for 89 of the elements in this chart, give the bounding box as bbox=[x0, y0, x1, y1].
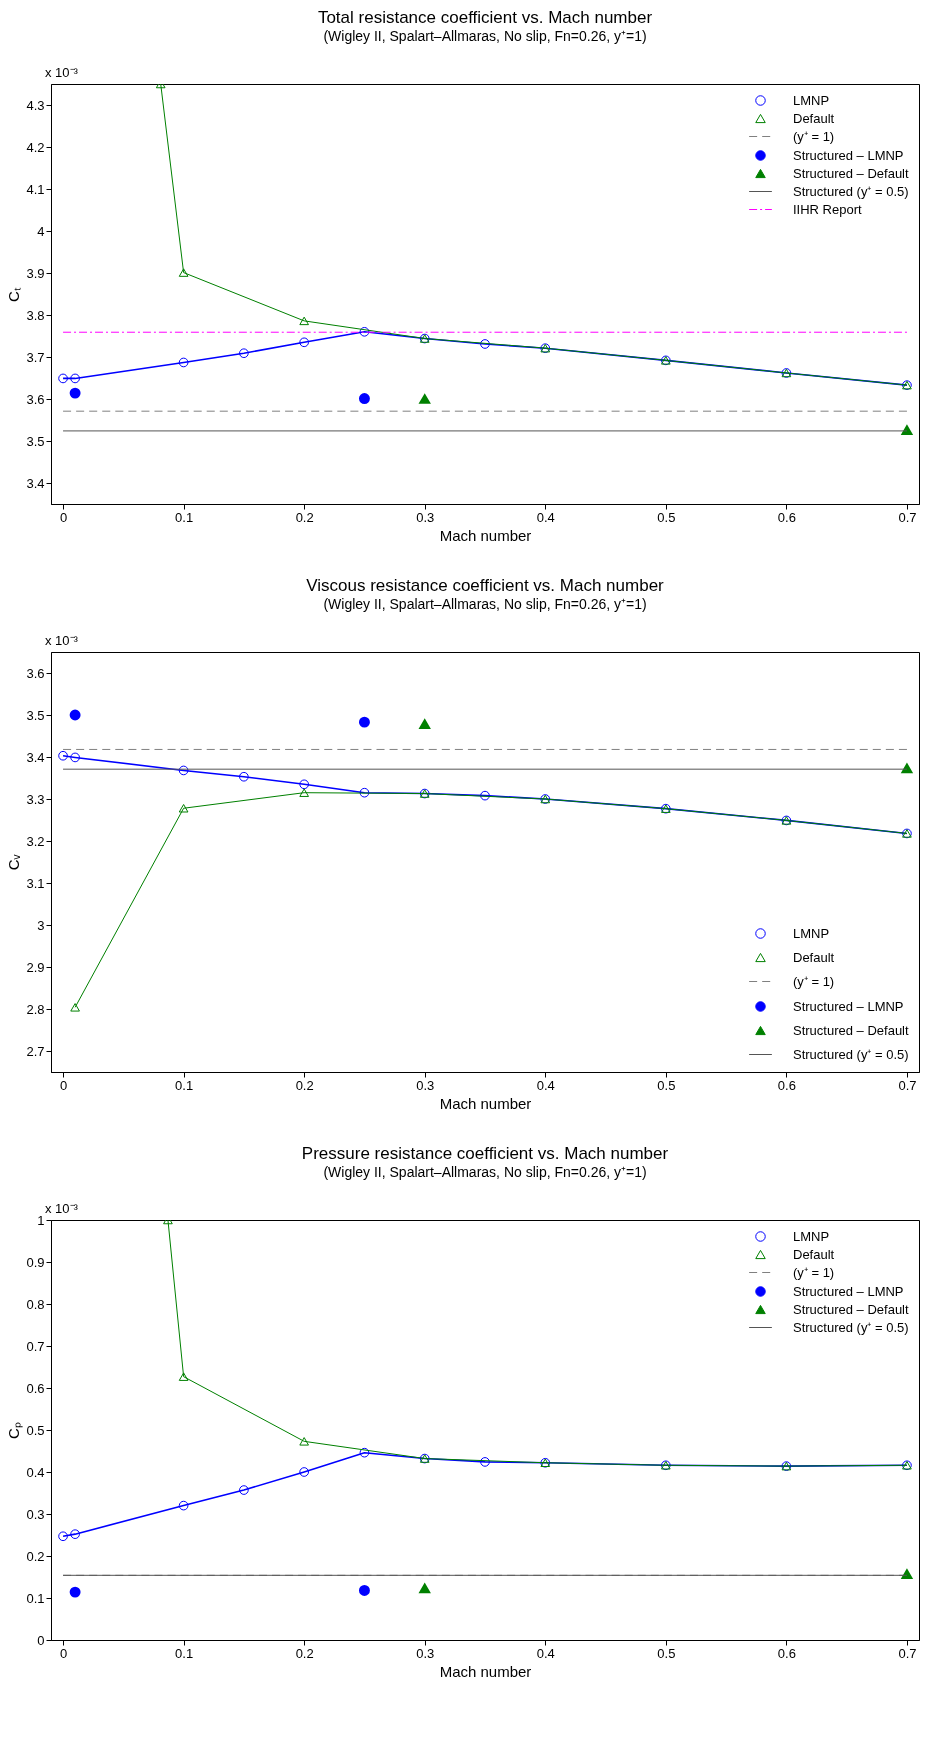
chart-subtitle: (Wigley II, Spalart–Allmaras, No slip, Fn=0.26, y⁺=1) bbox=[323, 28, 647, 44]
y-tick-label: 3.2 bbox=[26, 833, 45, 849]
x-tick-label: 0.6 bbox=[777, 509, 796, 525]
x-tick-label: 0.7 bbox=[898, 1077, 917, 1093]
x-tick-label: 0.4 bbox=[536, 1077, 555, 1093]
y-tick-label: 3 bbox=[37, 917, 45, 933]
y-axis-title: Cₜ bbox=[5, 287, 23, 302]
legend-label: LMNP bbox=[793, 1228, 830, 1244]
text: x 10⁻³ bbox=[45, 1201, 79, 1216]
y-tick-label: 4.2 bbox=[26, 139, 45, 155]
legend-label: LMNP bbox=[793, 92, 830, 108]
x-tick-label: 0.3 bbox=[416, 1645, 435, 1661]
x-tick-label: 0.1 bbox=[175, 1645, 194, 1661]
y-tick-label: 3.5 bbox=[26, 433, 45, 449]
text: x 10⁻³ bbox=[45, 65, 79, 80]
y-tick-label: 3.3 bbox=[26, 791, 45, 807]
y-tick-label: 3.4 bbox=[26, 475, 45, 491]
x-tick-label: 0.4 bbox=[536, 1645, 555, 1661]
x-tick-label: 0.1 bbox=[175, 509, 194, 525]
y-tick-label: 3.4 bbox=[26, 749, 45, 765]
x-tick-label: 0.7 bbox=[898, 509, 917, 525]
y-tick-label: 0.5 bbox=[26, 1422, 45, 1438]
y-tick-label: 0 bbox=[37, 1632, 45, 1648]
y-tick-label: 3.8 bbox=[26, 307, 45, 323]
y-tick-label: 1 bbox=[37, 1212, 45, 1228]
x-axis-title: Mach number bbox=[439, 1094, 532, 1112]
y-tick-label: 3.9 bbox=[26, 265, 45, 281]
x-tick-label: 0.2 bbox=[295, 509, 314, 525]
y-tick-label: 0.3 bbox=[26, 1506, 45, 1522]
legend-label: (y⁺ = 1) bbox=[793, 973, 835, 989]
x-tick-label: 0 bbox=[59, 509, 68, 525]
y-tick-label: 0.9 bbox=[26, 1254, 45, 1270]
x-tick-label: 0.3 bbox=[416, 1077, 435, 1093]
x-tick-label: 0.5 bbox=[657, 1645, 676, 1661]
legend-label: Default bbox=[793, 949, 835, 965]
legend-label: IIHR Report bbox=[793, 201, 863, 217]
chart-subtitle: (Wigley II, Spalart–Allmaras, No slip, Fn=0.26, y⁺=1) bbox=[323, 1164, 647, 1180]
y-tick-label: 0.4 bbox=[26, 1464, 45, 1480]
legend-label: Structured – LMNP bbox=[793, 1283, 904, 1299]
legend-label: Structured – Default bbox=[793, 165, 909, 181]
y-tick-label: 4 bbox=[37, 223, 45, 239]
chart-title: Pressure resistance coefficient vs. Mach number bbox=[301, 1144, 669, 1163]
legend-label: Structured – Default bbox=[793, 1301, 909, 1317]
legend-label: (y⁺ = 1) bbox=[793, 1264, 835, 1280]
x-tick-label: 0 bbox=[59, 1645, 68, 1661]
legend-label: Structured – LMNP bbox=[793, 147, 904, 163]
y-tick-label: 0.2 bbox=[26, 1548, 45, 1564]
legend-label: LMNP bbox=[793, 925, 830, 941]
y-axis-title: Cₚ bbox=[5, 1422, 24, 1439]
y-tick-label: 3.6 bbox=[26, 665, 45, 681]
legend-label: Structured (y⁺ = 0.5) bbox=[793, 1046, 909, 1062]
y-tick-label: 3.5 bbox=[26, 707, 45, 723]
y-tick-label: 2.9 bbox=[26, 959, 45, 975]
text: x 10⁻³ bbox=[45, 633, 79, 648]
x-tick-label: 0.5 bbox=[657, 1077, 676, 1093]
y-tick-label: 0.8 bbox=[26, 1296, 45, 1312]
x-tick-label: 0.2 bbox=[295, 1077, 314, 1093]
y-tick-label: 3.1 bbox=[26, 875, 45, 891]
x-tick-label: 0.5 bbox=[657, 509, 676, 525]
x-axis-title: Mach number bbox=[439, 1662, 532, 1680]
y-tick-label: 4.3 bbox=[26, 97, 45, 113]
legend-label: (y⁺ = 1) bbox=[793, 128, 835, 144]
legend-label: Structured – Default bbox=[793, 1022, 909, 1038]
x-tick-label: 0.6 bbox=[777, 1645, 796, 1661]
y-tick-label: 4.1 bbox=[26, 181, 45, 197]
y-axis-title: Cᵥ bbox=[5, 854, 23, 871]
legend-label: Default bbox=[793, 1246, 835, 1262]
legend-label: Structured – LMNP bbox=[793, 998, 904, 1014]
y-tick-label: 3.6 bbox=[26, 391, 45, 407]
chart-title: Viscous resistance coefficient vs. Mach number bbox=[306, 576, 665, 595]
x-tick-label: 0 bbox=[59, 1077, 68, 1093]
x-tick-label: 0.6 bbox=[777, 1077, 796, 1093]
y-tick-label: 0.1 bbox=[26, 1590, 45, 1606]
y-tick-label: 2.8 bbox=[26, 1001, 45, 1017]
y-tick-label: 0.7 bbox=[26, 1338, 45, 1354]
x-tick-label: 0.7 bbox=[898, 1645, 917, 1661]
y-tick-label: 0.6 bbox=[26, 1380, 45, 1396]
x-tick-label: 0.3 bbox=[416, 509, 435, 525]
x-tick-label: 0.1 bbox=[175, 1077, 194, 1093]
x-tick-label: 0.4 bbox=[536, 509, 555, 525]
chart-title: Total resistance coefficient vs. Mach number bbox=[317, 8, 653, 27]
y-tick-label: 3.7 bbox=[26, 349, 45, 365]
x-tick-label: 0.2 bbox=[295, 1645, 314, 1661]
chart-subtitle: (Wigley II, Spalart–Allmaras, No slip, Fn=0.26, y⁺=1) bbox=[323, 596, 647, 612]
legend-label: Structured (y⁺ = 0.5) bbox=[793, 183, 909, 199]
x-axis-title: Mach number bbox=[439, 526, 532, 544]
legend-label: Default bbox=[793, 110, 835, 126]
y-tick-label: 2.7 bbox=[26, 1043, 45, 1059]
legend-label: Structured (y⁺ = 0.5) bbox=[793, 1319, 909, 1335]
